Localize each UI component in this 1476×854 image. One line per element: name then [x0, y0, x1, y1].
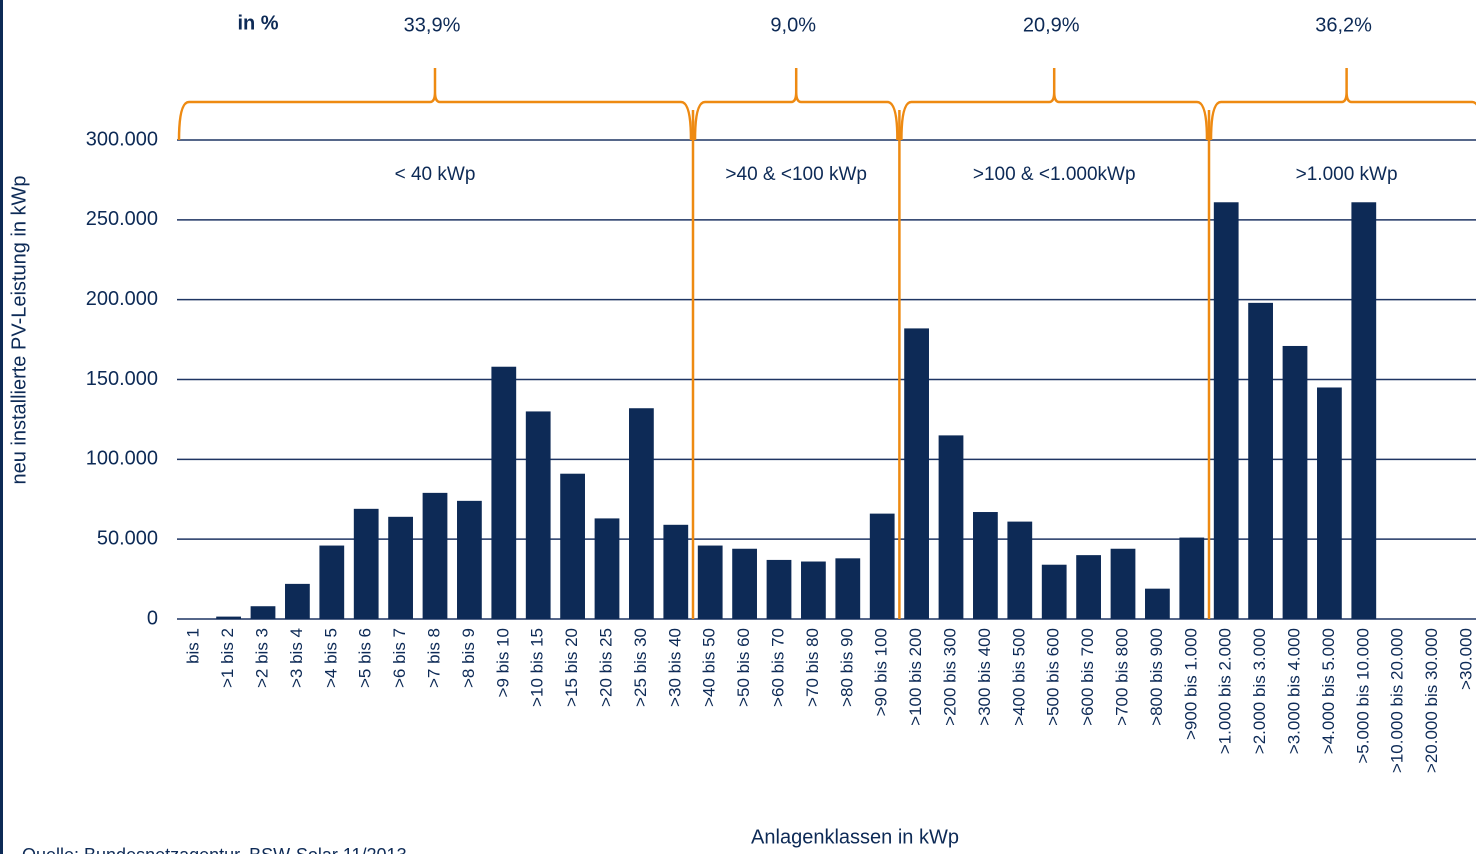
bar: [388, 516, 413, 619]
x-tick-label: >50 bis 60: [734, 628, 753, 707]
x-tick-label: >700 bis 800: [1112, 628, 1131, 726]
y-tick-label: 200.000: [86, 288, 158, 310]
x-tick-label: >10.000 bis 20.000: [1388, 628, 1407, 773]
bar: [353, 508, 379, 619]
x-tick-label: >20.000 bis 30.000: [1422, 628, 1441, 773]
x-tick-label: >20 bis 25: [596, 628, 615, 707]
bar: [1317, 387, 1342, 619]
group-share: 36,2%: [1315, 14, 1372, 36]
bar: [319, 545, 345, 619]
bar: [1351, 202, 1377, 619]
bar: [491, 366, 517, 619]
x-tick-label: >30 bis 40: [665, 628, 684, 707]
bar: [904, 328, 929, 619]
bar: [766, 559, 792, 619]
bar: [1179, 537, 1205, 619]
x-tick-label: >4.000 bis 5.000: [1319, 628, 1338, 754]
x-tick-label: >500 bis 600: [1044, 628, 1063, 726]
bar: [732, 548, 757, 619]
bar: [1110, 548, 1136, 619]
x-tick-label: >90 bis 100: [872, 628, 891, 716]
bar: [1007, 521, 1033, 619]
x-tick-label: >15 bis 20: [562, 628, 581, 707]
group-share: 20,9%: [1023, 14, 1080, 36]
x-tick-label: >3 bis 4: [287, 628, 306, 688]
x-tick-label: >4 bis 5: [321, 628, 340, 688]
x-tick-label: >1.000 bis 2.000: [1216, 628, 1235, 754]
group-brace: [900, 68, 1209, 141]
x-tick-label: >2.000 bis 3.000: [1250, 628, 1269, 754]
group-label: >40 & <100 kWp: [725, 164, 867, 185]
unit-note: in %: [237, 12, 278, 34]
bar: [457, 500, 482, 619]
group-label: < 40 kWp: [395, 164, 476, 185]
x-tick-label: >900 bis 1.000: [1181, 628, 1200, 740]
bar: [1041, 564, 1067, 619]
x-tick-label: >200 bis 300: [940, 628, 959, 726]
x-tick-label: >800 bis 900: [1147, 628, 1166, 726]
source: Quelle: Bundesnetzagentur, BSW-Solar 11/…: [22, 845, 407, 854]
bar: [938, 435, 964, 619]
bar: [973, 512, 998, 619]
group-brace: [1209, 68, 1476, 141]
bar: [1145, 588, 1170, 619]
bar: [594, 518, 620, 619]
x-tick-label: >80 bis 90: [837, 628, 856, 707]
x-tick-label: >600 bis 700: [1078, 628, 1097, 726]
y-axis-label: neu installierte PV-Leistung in kWp: [8, 175, 30, 484]
bar: [1213, 202, 1239, 619]
bar: [285, 583, 310, 619]
x-tick-label: >40 bis 50: [700, 628, 719, 707]
bar: [663, 524, 689, 619]
x-tick-label: >25 bis 30: [631, 628, 650, 707]
x-tick-label: >400 bis 500: [1009, 628, 1028, 726]
x-axis-label: Anlagenklassen in kWp: [751, 826, 959, 848]
bar: [422, 492, 448, 619]
x-tick-label: >10 bis 15: [528, 628, 547, 707]
group-brace: [177, 68, 693, 141]
y-tick-label: 100.000: [86, 448, 158, 470]
bar: [801, 561, 826, 619]
group-share: 9,0%: [770, 14, 816, 36]
group-label: >100 & <1.000kWp: [973, 164, 1136, 185]
bar: [250, 606, 276, 619]
bar: [697, 545, 723, 619]
x-tick-label: >9 bis 10: [493, 628, 512, 697]
x-tick-label: >5.000 bis 10.000: [1353, 628, 1372, 764]
y-tick-label: 300.000: [86, 128, 158, 150]
x-tick-label: >3.000 bis 4.000: [1284, 628, 1303, 754]
x-tick-label: >5 bis 6: [356, 628, 375, 688]
x-tick-label: >2 bis 3: [252, 628, 271, 688]
bar: [1076, 555, 1101, 619]
x-tick-label: >8 bis 9: [459, 628, 478, 688]
bar: [525, 411, 551, 619]
group-brace: [693, 68, 899, 141]
bar: [216, 616, 241, 619]
x-tick-label: >300 bis 400: [975, 628, 994, 726]
bar: [560, 473, 585, 619]
left-border: [0, 0, 3, 854]
x-tick-label: >60 bis 70: [768, 628, 787, 707]
x-tick-label: >1 bis 2: [218, 628, 237, 688]
bar: [1248, 302, 1273, 619]
y-tick-label: 250.000: [86, 208, 158, 230]
x-tick-label: >7 bis 8: [424, 628, 443, 688]
x-tick-label: >6 bis 7: [390, 628, 409, 688]
bar: [629, 408, 654, 619]
x-tick-label: >30.000: [1456, 628, 1475, 690]
x-tick-label: >70 bis 80: [803, 628, 822, 707]
bar: [869, 513, 895, 619]
x-tick-label: >100 bis 200: [906, 628, 925, 726]
x-tick-label: bis 1: [184, 628, 203, 664]
bar: [1282, 345, 1308, 619]
group-label: >1.000 kWp: [1296, 164, 1398, 185]
group-share: 33,9%: [404, 14, 461, 36]
y-tick-label: 50.000: [97, 527, 158, 549]
y-tick-label: 0: [147, 607, 158, 629]
bar: [835, 558, 861, 619]
y-tick-label: 150.000: [86, 368, 158, 390]
